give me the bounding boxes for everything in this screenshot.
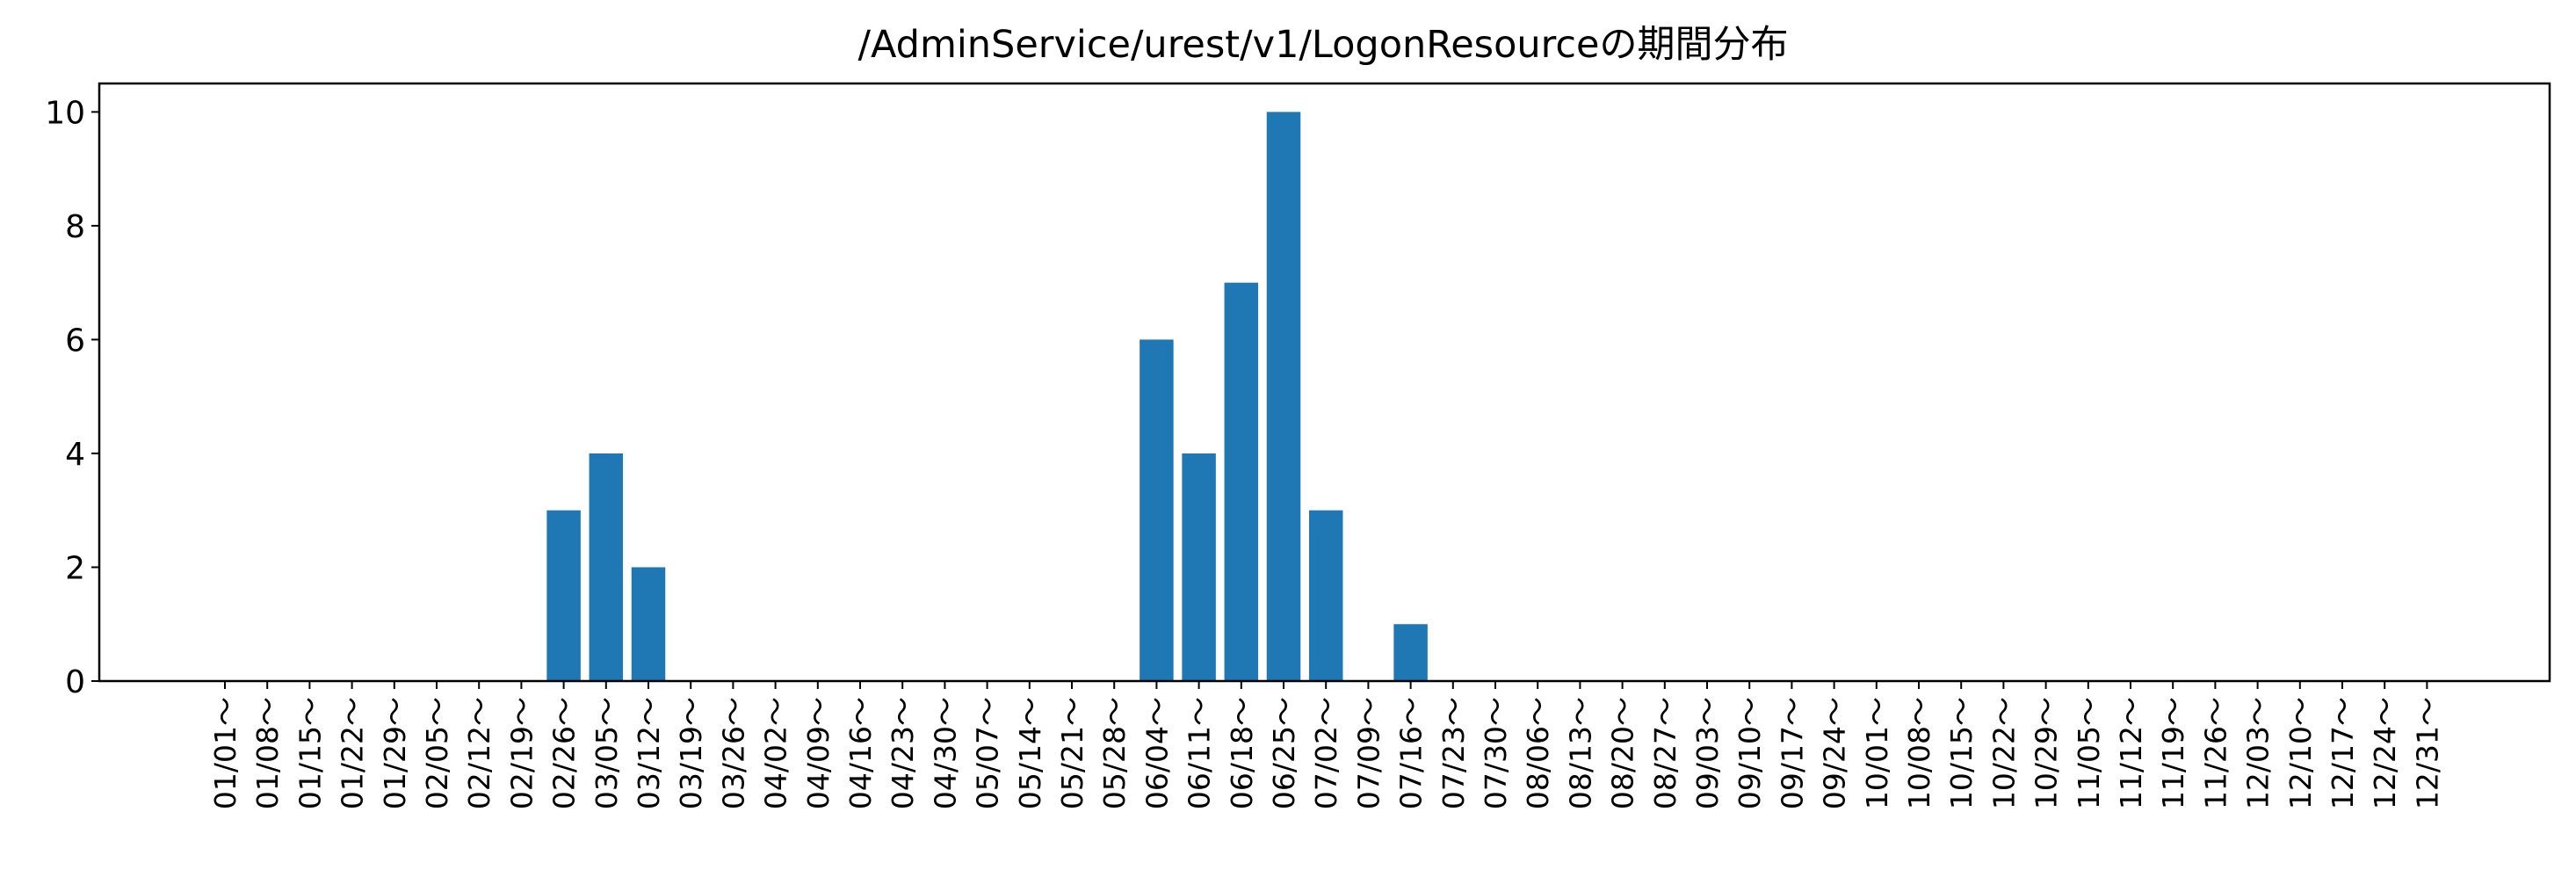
x-tick-label: 11/26～: [2198, 697, 2232, 809]
x-tick-label: 10/22～: [1986, 697, 2021, 809]
bar-26: [1308, 510, 1343, 681]
x-tick-label: 11/12～: [2114, 697, 2148, 809]
x-tick-label: 07/30～: [1479, 697, 1513, 809]
x-tick-label: 01/29～: [378, 697, 412, 809]
x-tick-label: 09/10～: [1733, 697, 1767, 809]
x-tick-label: 11/19～: [2156, 697, 2190, 809]
x-tick-label: 04/23～: [886, 697, 920, 809]
x-tick-label: 08/13～: [1563, 697, 1597, 809]
x-tick-label: 04/09～: [801, 697, 836, 809]
x-tick-label: 12/17～: [2326, 697, 2360, 809]
x-tick-label: 02/26～: [547, 697, 582, 809]
x-tick-label: 05/21～: [1055, 697, 1089, 809]
x-tick-label: 01/01～: [208, 697, 242, 809]
x-tick-label: 10/29～: [2030, 697, 2064, 809]
x-tick-label: 09/03～: [1690, 697, 1725, 809]
bar-22: [1140, 339, 1174, 681]
x-tick-label: 11/05～: [2072, 697, 2106, 809]
x-tick-label: 05/14～: [1013, 697, 1047, 809]
bar-8: [546, 510, 581, 681]
bar-28: [1393, 624, 1428, 681]
x-tick-label: 12/31～: [2410, 697, 2444, 809]
x-tick-label: 05/07～: [971, 697, 1005, 809]
x-tick-label: 06/11～: [1183, 697, 1217, 809]
x-tick-label: 07/16～: [1394, 697, 1429, 809]
x-tick-label: 08/20～: [1606, 697, 1640, 809]
x-tick-label: 04/02～: [759, 697, 793, 809]
bars-group: [546, 112, 1428, 681]
x-tick-label: 12/03～: [2241, 697, 2276, 809]
y-tick-label: 0: [65, 664, 85, 700]
x-tick-label: 12/24～: [2368, 697, 2402, 809]
x-tick-label: 05/28～: [1097, 697, 1132, 809]
chart-title: /AdminService/urest/v1/LogonResourceの期間分…: [858, 23, 1789, 67]
bar-25: [1266, 112, 1301, 681]
x-tick-label: 04/16～: [843, 697, 878, 809]
x-tick-label: 01/08～: [250, 697, 285, 809]
bar-23: [1182, 453, 1216, 681]
y-tick-label: 8: [65, 209, 85, 245]
y-axis: 0 2 4 6 8 10: [45, 95, 99, 700]
x-tick-label: 12/10～: [2283, 697, 2318, 809]
x-tick-label: 06/18～: [1225, 697, 1259, 809]
x-tick-label: 02/19～: [504, 697, 539, 809]
x-tick-label: 06/25～: [1267, 697, 1301, 809]
y-tick-label: 2: [65, 550, 85, 586]
x-tick-label: 09/17～: [1775, 697, 1809, 809]
bar-24: [1224, 282, 1259, 681]
bar-10: [631, 567, 666, 681]
y-tick-label: 4: [65, 437, 85, 473]
x-tick-label: 03/19～: [674, 697, 708, 809]
x-tick-label: 07/09～: [1351, 697, 1386, 809]
x-tick-label: 04/30～: [928, 697, 962, 809]
x-tick-label: 10/08～: [1902, 697, 1936, 809]
plot-frame: [98, 82, 2551, 683]
x-tick-label: 03/26～: [716, 697, 750, 809]
x-tick-label: 03/05～: [590, 697, 624, 809]
x-tick-label: 06/04～: [1140, 697, 1174, 809]
x-tick-label: 03/12～: [632, 697, 666, 809]
y-tick-label: 6: [65, 323, 85, 359]
x-tick-label: 09/24～: [1818, 697, 1852, 809]
x-tick-label: 10/01～: [1860, 697, 1894, 809]
y-tick-label: 10: [45, 95, 85, 131]
x-tick-label: 07/02～: [1309, 697, 1343, 809]
x-tick-label: 02/05～: [420, 697, 454, 809]
x-tick-label: 07/23～: [1436, 697, 1471, 809]
x-tick-label: 02/12～: [462, 697, 496, 809]
x-axis: 01/01～ 01/08～ 01/15～ 01/22～ 01/29～ 02/05～ 02/1…: [208, 681, 2444, 809]
x-tick-label: 01/15～: [293, 697, 327, 809]
bar-9: [589, 453, 624, 681]
x-tick-label: 01/22～: [336, 697, 370, 809]
x-tick-label: 08/06～: [1521, 697, 1555, 809]
x-tick-label: 10/15～: [1944, 697, 1979, 809]
x-tick-label: 08/27～: [1648, 697, 1682, 809]
